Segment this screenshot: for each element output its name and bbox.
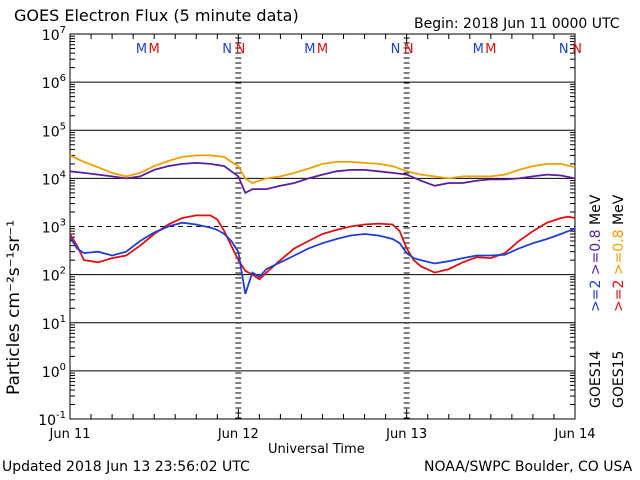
legend-text: GOES14 — [588, 350, 604, 408]
legend-entry: GOES15 — [611, 351, 627, 408]
x-tick-label: Jun 12 — [217, 427, 259, 442]
series-line — [69, 214, 576, 281]
legend-entry: >=2 >=0.8 MeV — [588, 195, 604, 312]
begin-time-label: Begin: 2018 Jun 11 0000 UTC — [414, 16, 620, 32]
y-tick-label: 102 — [42, 266, 66, 285]
y-tick-label: 101 — [42, 314, 66, 333]
legend-text: MeV — [611, 194, 627, 230]
x-tick-label: Jun 14 — [554, 427, 596, 442]
y-tick-label: 104 — [42, 169, 66, 188]
grid-lines — [70, 81, 575, 372]
x-tick-label: Jun 13 — [385, 427, 427, 442]
day-ticks — [69, 34, 576, 419]
x-tick-labels: Jun 11 Jun 12 Jun 13 Jun 14 — [49, 427, 596, 442]
satellite-marker: N — [559, 42, 569, 57]
legend-text: >=2 — [611, 279, 627, 312]
satellite-marker: M — [473, 42, 484, 57]
y-tick-label: 100 — [42, 362, 66, 381]
y-axis-label: Particles cm⁻²s⁻¹sr⁻¹ — [4, 219, 24, 395]
y-tick-label: 107 — [42, 25, 66, 44]
satellite-marker: M — [485, 42, 496, 57]
updated-timestamp: Updated 2018 Jun 13 23:56:02 UTC — [2, 459, 250, 475]
satellite-marker: N — [404, 42, 414, 57]
y-tick-labels: 107 106 105 104 103 102 101 100 10-1 — [38, 25, 66, 429]
y-tick-label: 105 — [42, 121, 66, 140]
legend-text: >=2 — [588, 279, 604, 312]
series-line — [69, 161, 576, 195]
satellite-marker: N — [572, 42, 582, 57]
satellite-marker: M — [317, 42, 328, 57]
credit-label: NOAA/SWPC Boulder, CO USA — [424, 459, 633, 475]
series-line — [69, 221, 576, 295]
series-group — [69, 154, 576, 295]
x-axis-label: Universal Time — [268, 442, 365, 457]
legend-text: MeV — [588, 194, 604, 230]
satellite-marker: N — [222, 42, 232, 57]
chart-title: GOES Electron Flux (5 minute data) — [14, 6, 299, 25]
y-tick-label: 10-1 — [38, 410, 66, 429]
legend-entry: >=2 >=0.8 MeV — [611, 195, 627, 312]
x-tick-label: Jun 11 — [49, 427, 91, 442]
y-tick-label: 103 — [42, 218, 66, 237]
satellite-marker: N — [391, 42, 401, 57]
legend-text: GOES15 — [611, 350, 627, 408]
legend-text: >=0.8 — [611, 229, 627, 280]
y-tick-label: 106 — [42, 73, 66, 92]
series-line — [69, 154, 576, 184]
satellite-marker: N — [236, 42, 246, 57]
legend-entry: GOES14 — [588, 351, 604, 408]
satellite-marker: M — [304, 42, 315, 57]
legend-text: >=0.8 — [588, 229, 604, 280]
satellite-marker: M — [136, 42, 147, 57]
satellite-marker: M — [149, 42, 160, 57]
